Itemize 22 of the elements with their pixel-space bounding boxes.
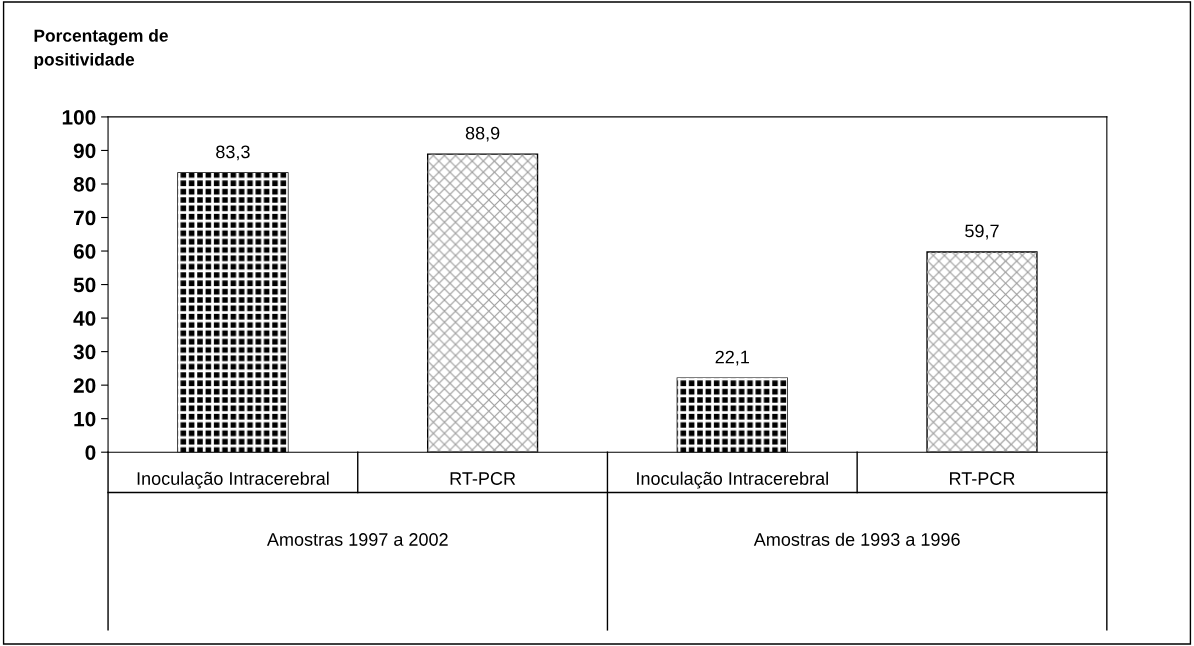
y-axis-title: Porcentagem de positividade [34, 29, 168, 70]
text: Amostras de 1993 a 1996 [753, 532, 960, 546]
x-tick-label: Inoculação Intracerebral [637, 471, 828, 489]
y-tick-label: 60 [73, 244, 96, 259]
data-label: 59,7 [965, 224, 999, 240]
y-tick-label: 0 [85, 445, 96, 460]
y-tick-label: 100 [62, 109, 96, 125]
y-tick-label: 90 [73, 143, 96, 159]
y-tick-label: 10 [74, 411, 96, 427]
y-tick-label: 50 [73, 277, 96, 293]
data-label: 88,9 [465, 126, 500, 142]
data-label: 83,3 [216, 145, 250, 161]
x-tick-label: RT-PCR [450, 472, 516, 485]
y-tick-label: 80 [73, 176, 96, 192]
data-label: 22,1 [715, 350, 749, 366]
x-tick-label: Inoculação Intracerebral [137, 471, 329, 489]
y-tick-label: 30 [73, 344, 96, 360]
y-tick-label: 70 [73, 210, 96, 226]
text: Amostras 1997 a 2002 [266, 533, 448, 546]
x-tick-label: RT-PCR [950, 472, 1015, 485]
y-tick-label: 40 [73, 311, 96, 326]
y-tick-label: 20 [73, 378, 96, 393]
